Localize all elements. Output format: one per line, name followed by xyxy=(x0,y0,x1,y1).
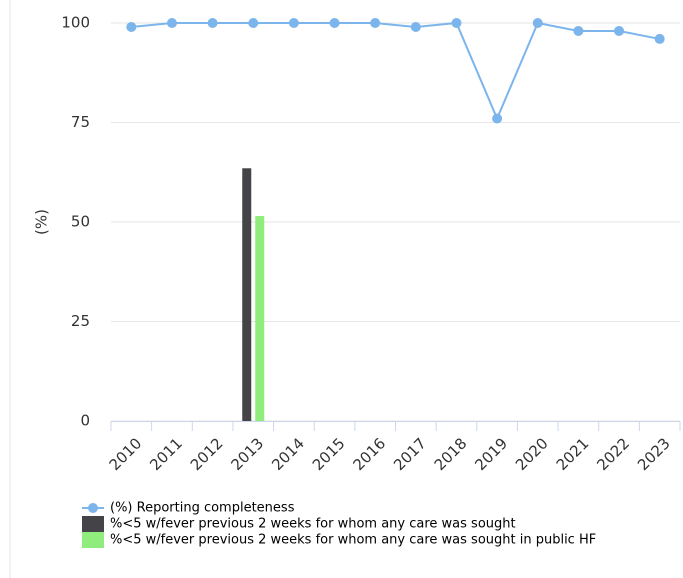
x-tick-label: 2016 xyxy=(349,434,389,474)
x-tick-label: 2021 xyxy=(553,434,593,474)
x-tick-label: 2014 xyxy=(268,434,308,474)
line-point xyxy=(614,25,625,36)
legend-symbol xyxy=(82,532,104,548)
line-point xyxy=(166,18,177,28)
y-tick-label: 75 xyxy=(71,113,90,131)
x-tick-label: 2013 xyxy=(228,434,268,474)
line-point xyxy=(532,18,543,28)
line-point xyxy=(370,18,381,28)
y-axis-label: (%) xyxy=(33,209,51,235)
line-point xyxy=(573,25,584,36)
line-point xyxy=(207,18,218,28)
line-point xyxy=(492,113,503,124)
line-point xyxy=(126,21,137,32)
line-point xyxy=(288,18,299,28)
legend-symbol xyxy=(82,516,104,532)
x-tick-label: 2012 xyxy=(187,434,227,474)
legend-symbol xyxy=(88,503,98,513)
x-tick-label: 2011 xyxy=(146,434,186,474)
x-tick-label: 2017 xyxy=(390,434,430,474)
x-tick-label: 2023 xyxy=(634,434,674,474)
line-point xyxy=(410,21,421,32)
x-tick-label: 2010 xyxy=(106,434,146,474)
line-point xyxy=(654,33,665,44)
bar xyxy=(255,216,265,421)
line-point xyxy=(451,18,462,28)
line-point xyxy=(248,18,259,28)
y-tick-label: 50 xyxy=(71,213,90,231)
x-tick-label: 2019 xyxy=(471,434,511,474)
legend-label: %<5 w/fever previous 2 weeks for whom an… xyxy=(110,517,516,532)
x-tick-label: 2018 xyxy=(431,434,471,474)
y-tick-label: 100 xyxy=(61,14,90,32)
legend-label: (%) Reporting completeness xyxy=(110,501,295,516)
y-tick-label: 25 xyxy=(71,312,90,330)
x-tick-label: 2015 xyxy=(309,434,349,474)
line xyxy=(131,21,660,122)
x-tick-label: 2022 xyxy=(593,434,633,474)
legend-label: %<5 w/fever previous 2 weeks for whom an… xyxy=(110,533,596,548)
line-point xyxy=(329,18,340,28)
y-tick-label: 0 xyxy=(80,412,90,430)
x-tick-label: 2020 xyxy=(512,434,552,474)
bar xyxy=(242,168,252,421)
